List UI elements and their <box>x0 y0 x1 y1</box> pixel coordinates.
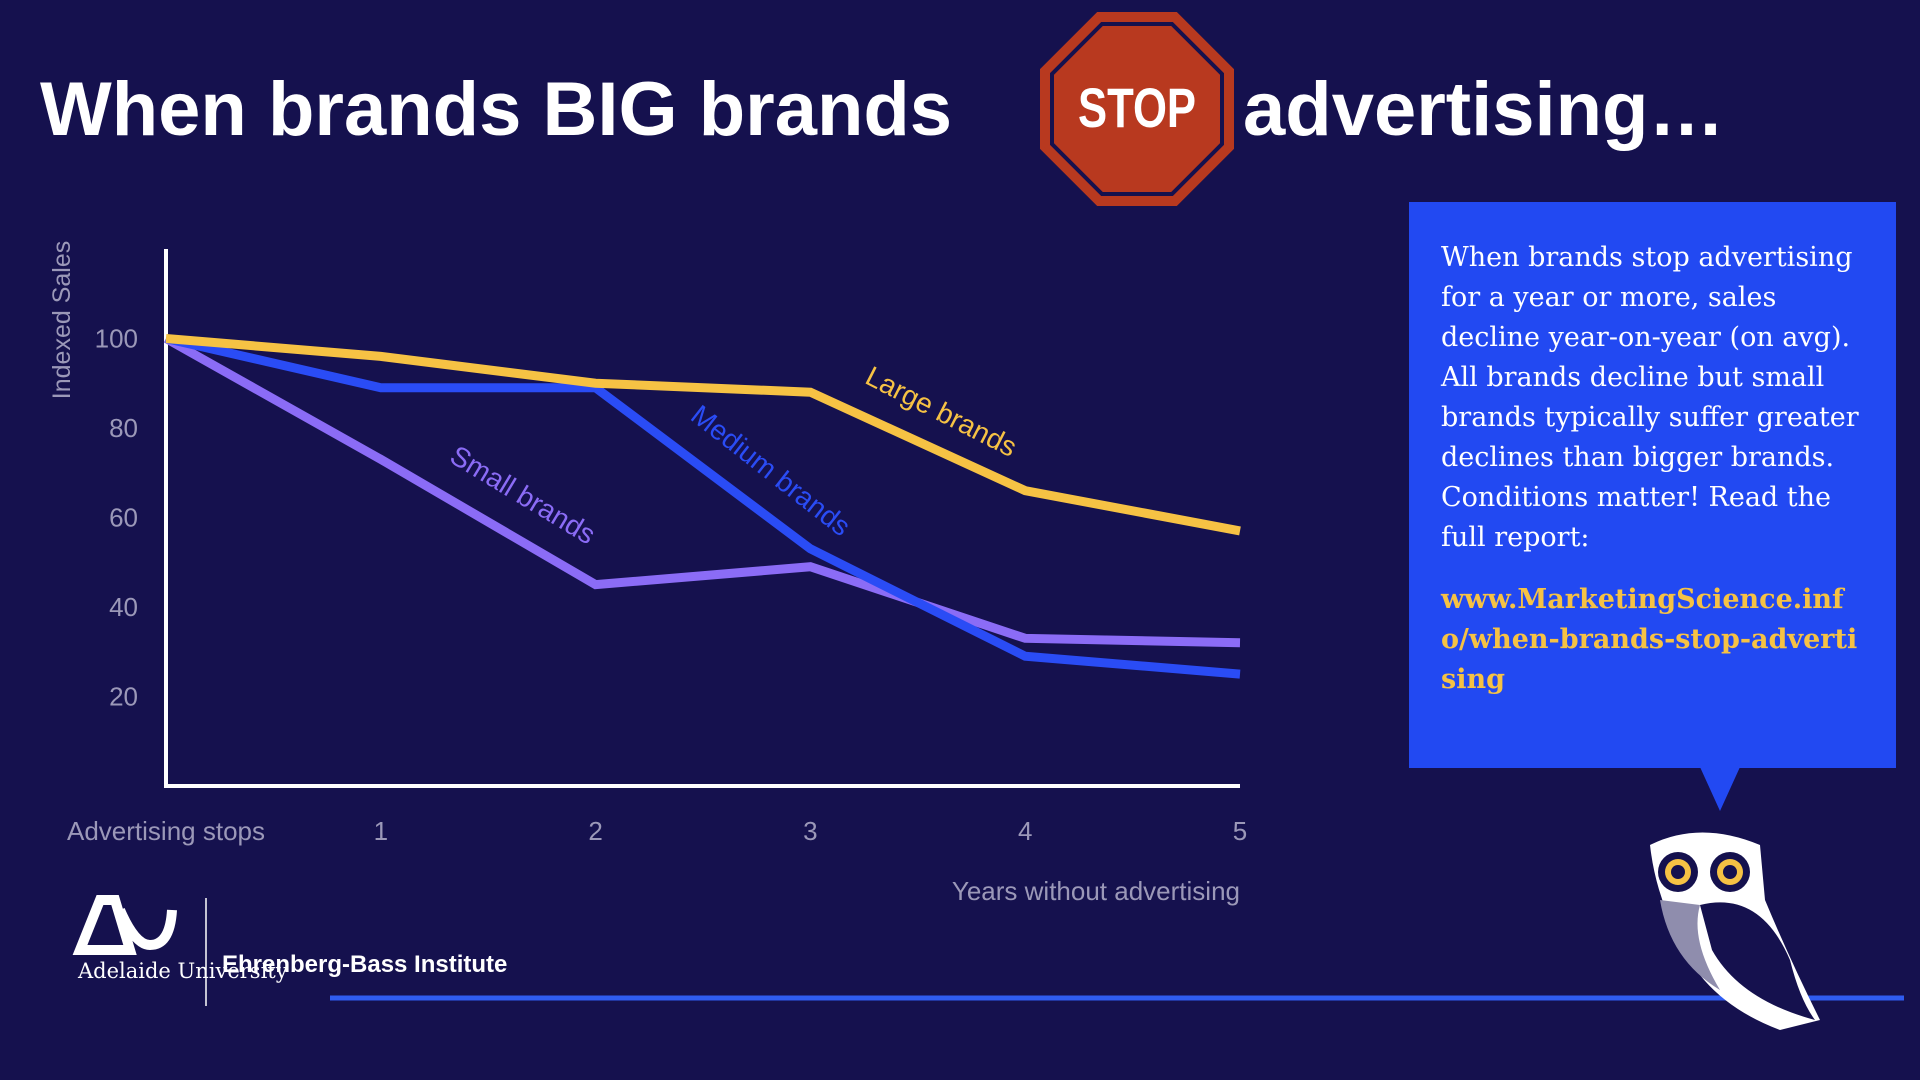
y-tick-label: 20 <box>109 682 138 712</box>
y-tick-label: 80 <box>109 413 138 443</box>
callout-text: When brands stop advertising for a year … <box>1441 242 1859 553</box>
x-tick-label: 1 <box>374 816 388 846</box>
x-axis-label: Years without advertising <box>952 876 1240 906</box>
x-tick-label: 3 <box>803 816 817 846</box>
institute-logo: Ehrenberg-Bass Institute <box>222 951 507 978</box>
y-tick-label: 60 <box>109 503 138 533</box>
report-link[interactable]: www.MarketingScience.info/when-brands-st… <box>1441 584 1858 695</box>
callout: When brands stop advertising for a year … <box>1409 202 1896 768</box>
x-tick-label: 5 <box>1233 816 1247 846</box>
x-tick-label: 2 <box>588 816 602 846</box>
line <box>165 334 1241 536</box>
callout-tail <box>1700 767 1740 811</box>
stop-sign: STOP <box>1040 12 1234 206</box>
logo: Adelaide University Ehrenberg-Bass Insti… <box>72 895 507 1006</box>
line <box>163 334 1241 648</box>
line-label: Small brands <box>445 439 601 550</box>
y-tick-label: 40 <box>109 592 138 622</box>
owl <box>1650 832 1820 1030</box>
title: When brands BIG brands <box>40 67 952 152</box>
x-tick-label: Advertising stops <box>67 816 265 846</box>
y-axis-label: Indexed Sales <box>48 241 76 399</box>
university-logo: Adelaide University <box>77 959 288 983</box>
stop-text: STOP <box>1078 77 1196 139</box>
line <box>164 334 1241 679</box>
y-tick-label: 100 <box>95 324 138 354</box>
title: advertising… <box>1243 67 1724 152</box>
x-tick-label: 4 <box>1018 816 1032 846</box>
